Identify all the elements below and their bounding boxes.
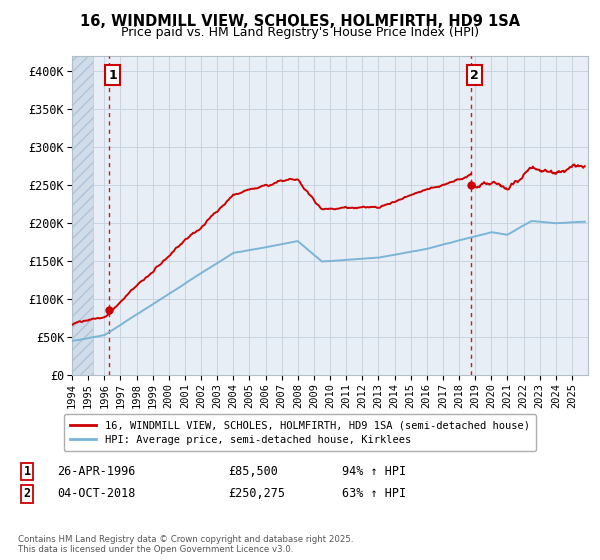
- Text: Price paid vs. HM Land Registry's House Price Index (HPI): Price paid vs. HM Land Registry's House …: [121, 26, 479, 39]
- Text: 16, WINDMILL VIEW, SCHOLES, HOLMFIRTH, HD9 1SA: 16, WINDMILL VIEW, SCHOLES, HOLMFIRTH, H…: [80, 14, 520, 29]
- Text: 04-OCT-2018: 04-OCT-2018: [57, 487, 136, 501]
- Text: 1: 1: [108, 68, 117, 82]
- Text: £250,275: £250,275: [228, 487, 285, 501]
- Text: 1: 1: [23, 465, 31, 478]
- Text: 2: 2: [470, 68, 479, 82]
- Text: Contains HM Land Registry data © Crown copyright and database right 2025.
This d: Contains HM Land Registry data © Crown c…: [18, 535, 353, 554]
- Text: £85,500: £85,500: [228, 465, 278, 478]
- Bar: [72, 56, 93, 375]
- Text: 2: 2: [23, 487, 31, 501]
- Text: 94% ↑ HPI: 94% ↑ HPI: [342, 465, 406, 478]
- Text: 63% ↑ HPI: 63% ↑ HPI: [342, 487, 406, 501]
- Legend: 16, WINDMILL VIEW, SCHOLES, HOLMFIRTH, HD9 1SA (semi-detached house), HPI: Avera: 16, WINDMILL VIEW, SCHOLES, HOLMFIRTH, H…: [64, 414, 536, 451]
- Text: 26-APR-1996: 26-APR-1996: [57, 465, 136, 478]
